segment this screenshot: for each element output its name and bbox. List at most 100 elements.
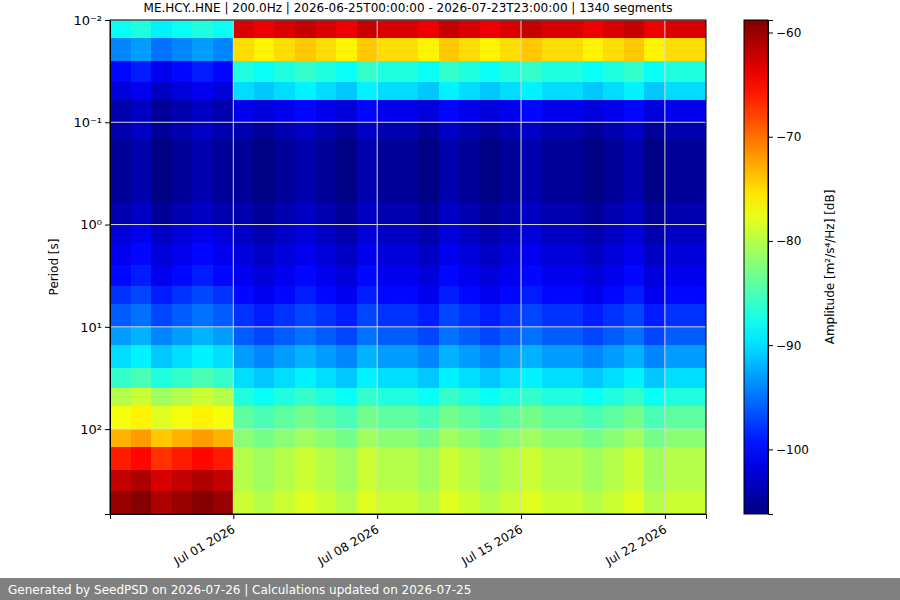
title: ME.HCY..HNE | 200.0Hz | 2026-06-25T00:00…	[144, 1, 673, 15]
x-tick-label: Jul 15 2026	[458, 522, 525, 569]
cell	[418, 243, 439, 266]
cell	[665, 100, 686, 123]
cell	[665, 243, 686, 266]
cell	[151, 82, 172, 100]
cell	[562, 20, 583, 38]
cell	[172, 140, 193, 163]
cell	[480, 286, 501, 304]
cell	[151, 406, 172, 429]
cell	[562, 202, 583, 225]
cell	[110, 265, 131, 286]
cell	[665, 202, 686, 225]
cell	[439, 447, 460, 470]
cell	[110, 61, 131, 82]
cell	[500, 429, 521, 447]
colorbar-tick-label: −70	[776, 130, 801, 144]
cell	[316, 447, 337, 470]
cell	[377, 61, 398, 82]
cell	[213, 163, 234, 184]
cell	[665, 429, 686, 447]
cell	[583, 368, 604, 389]
cell	[644, 429, 665, 447]
cell	[192, 163, 213, 184]
cell	[685, 38, 706, 61]
cell	[459, 345, 480, 368]
cell	[110, 243, 131, 266]
cell	[459, 429, 480, 447]
cell	[521, 184, 542, 202]
cell	[665, 345, 686, 368]
cell	[459, 122, 480, 140]
cell	[644, 286, 665, 304]
cell	[480, 38, 501, 61]
cell	[583, 202, 604, 225]
cell	[583, 345, 604, 368]
cell	[213, 122, 234, 140]
cell	[192, 429, 213, 447]
cell	[603, 100, 624, 123]
cell	[685, 406, 706, 429]
cell	[603, 388, 624, 406]
cell	[192, 491, 213, 514]
cell	[562, 470, 583, 491]
cell	[131, 202, 152, 225]
cell	[665, 406, 686, 429]
cell	[685, 243, 706, 266]
cell	[480, 447, 501, 470]
cell	[131, 429, 152, 447]
cell	[336, 286, 357, 304]
cell	[562, 140, 583, 163]
cell	[233, 202, 254, 225]
cell	[131, 140, 152, 163]
cell	[254, 243, 275, 266]
cell	[336, 163, 357, 184]
cell	[644, 265, 665, 286]
cell	[562, 184, 583, 202]
cell	[439, 82, 460, 100]
cell	[624, 140, 645, 163]
cell	[357, 327, 378, 345]
colorbar-tick: −70	[768, 130, 801, 144]
cell	[336, 345, 357, 368]
cell	[233, 140, 254, 163]
cell	[357, 225, 378, 243]
cell	[583, 61, 604, 82]
cell	[521, 20, 542, 38]
cell	[500, 82, 521, 100]
cell	[521, 38, 542, 61]
cell	[583, 286, 604, 304]
cell	[624, 202, 645, 225]
cell	[233, 388, 254, 406]
cell	[131, 368, 152, 389]
cell	[644, 140, 665, 163]
cell	[316, 61, 337, 82]
x-tick-mark	[665, 514, 666, 519]
cell	[274, 388, 295, 406]
cell	[459, 406, 480, 429]
cell	[254, 388, 275, 406]
cell	[665, 163, 686, 184]
colorbar-tick-mark	[768, 449, 773, 450]
cell	[583, 470, 604, 491]
cell	[295, 327, 316, 345]
cell	[316, 243, 337, 266]
cell	[542, 429, 563, 447]
cell	[542, 447, 563, 470]
y-tick: 10¹	[80, 319, 110, 334]
cell	[192, 470, 213, 491]
cell	[685, 327, 706, 345]
colorbar-tick-label: −100	[776, 443, 809, 457]
cell	[439, 100, 460, 123]
cell	[562, 82, 583, 100]
cell	[254, 82, 275, 100]
cell	[398, 286, 419, 304]
cell	[418, 38, 439, 61]
cell	[357, 38, 378, 61]
cell	[480, 265, 501, 286]
cell	[418, 163, 439, 184]
cell	[418, 447, 439, 470]
cell	[295, 265, 316, 286]
cell	[500, 491, 521, 514]
cell	[439, 286, 460, 304]
cell	[500, 122, 521, 140]
